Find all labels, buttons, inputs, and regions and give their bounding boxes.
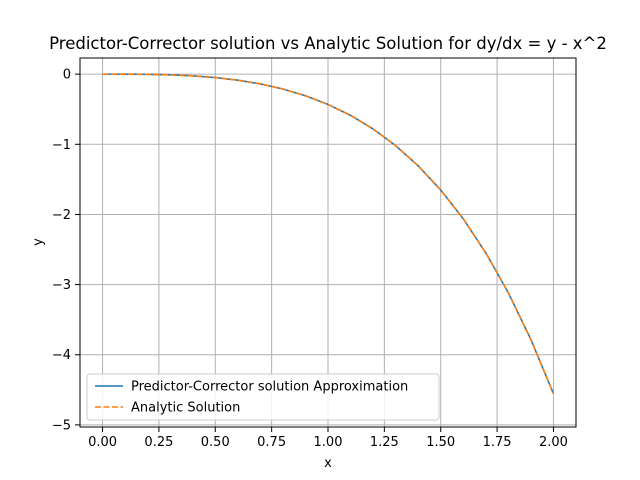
y-tick-label: −4 <box>52 348 71 363</box>
chart-title: Predictor-Corrector solution vs Analytic… <box>49 34 607 53</box>
legend-label-1: Predictor-Corrector solution Approximati… <box>131 380 408 395</box>
grid-lines <box>80 58 576 427</box>
y-tick-label: 0 <box>63 68 71 83</box>
x-tick-label: 1.25 <box>370 435 399 450</box>
x-tick-label: 0.50 <box>201 435 230 450</box>
series-line-2 <box>102 73 555 395</box>
y-axis-label: y <box>31 238 46 246</box>
y-tick-label: −3 <box>52 278 71 293</box>
axis-ticks: 0.00 0.25 0.50 0.75 1.00 1.25 1.50 1.75 2.00 0 −1 −… <box>52 68 568 450</box>
x-tick-label: 0.75 <box>257 435 286 450</box>
y-tick-label: −2 <box>52 208 71 223</box>
x-axis-label: x <box>324 456 332 471</box>
x-tick-label: 2.00 <box>539 435 568 450</box>
x-tick-label: 0.00 <box>88 435 117 450</box>
series-lines <box>102 73 555 395</box>
legend-label-2: Analytic Solution <box>131 401 240 416</box>
x-tick-label: 1.00 <box>314 435 343 450</box>
x-tick-label: 0.25 <box>144 435 173 450</box>
x-tick-label: 1.75 <box>483 435 512 450</box>
y-tick-label: −1 <box>52 138 71 153</box>
y-tick-label: −5 <box>52 418 71 433</box>
x-tick-label: 1.50 <box>426 435 455 450</box>
legend: Predictor-Corrector solution Approximati… <box>86 373 440 421</box>
legend-box <box>86 373 440 421</box>
